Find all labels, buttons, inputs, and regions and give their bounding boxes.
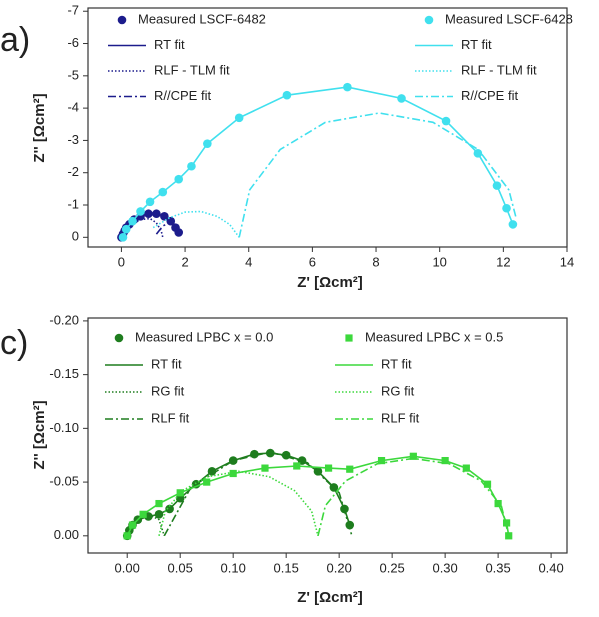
legend-label: Measured LSCF-6428 <box>445 11 573 26</box>
y-tick-label: -3 <box>67 132 79 147</box>
fit-line <box>317 457 510 536</box>
marker <box>123 532 131 540</box>
legend-label: RT fit <box>151 356 182 371</box>
x-tick-label: 0.10 <box>221 560 246 575</box>
x-tick-label: 4 <box>245 254 252 269</box>
y-tick-label: -0.15 <box>49 366 79 381</box>
y-tick-label: -0.05 <box>49 474 79 489</box>
y-tick-label: -1 <box>67 196 79 211</box>
fit-line <box>155 221 180 235</box>
legend-label: RG fit <box>151 383 185 398</box>
x-tick-label: 8 <box>372 254 379 269</box>
y-tick-label: -2 <box>67 164 79 179</box>
legend-swatch <box>424 15 434 25</box>
y-tick-label: 0.00 <box>54 527 79 542</box>
fit-line <box>158 470 319 537</box>
plot-frame <box>87 7 568 248</box>
y-tick-label: 0 <box>72 229 79 244</box>
legend-label: RT fit <box>461 37 492 52</box>
x-tick-label: 0.00 <box>115 560 140 575</box>
x-tick-label: 0.35 <box>485 560 510 575</box>
panel-label: c) <box>0 324 28 362</box>
y-tick-label: -7 <box>67 3 79 18</box>
y-axis-title: Z'' [Ωcm²] <box>31 93 48 162</box>
x-axis-title: Z' [Ωcm²] <box>297 274 363 291</box>
y-tick-label: -0.10 <box>49 420 79 435</box>
legend-label: Measured LPBC x = 0.0 <box>135 329 273 344</box>
fit-line <box>163 451 353 537</box>
legend-label: Measured LSCF-6482 <box>138 11 266 26</box>
fit-line <box>152 210 240 238</box>
legend-label: RLF - TLM fit <box>461 62 537 77</box>
legend-swatch <box>345 334 353 342</box>
legend-label: R//CPE fit <box>154 88 211 103</box>
y-tick-label: -0.20 <box>49 312 79 327</box>
marker <box>505 532 513 540</box>
legend-label: RT fit <box>154 37 185 52</box>
x-tick-label: 12 <box>496 254 510 269</box>
x-tick-label: 0.15 <box>274 560 299 575</box>
fit-line <box>126 452 351 537</box>
legend-swatch <box>114 333 124 343</box>
marker <box>118 233 128 242</box>
y-axis-title: Z'' [Ωcm²] <box>31 400 48 469</box>
plot-frame <box>87 317 568 554</box>
legend-label: Measured LPBC x = 0.5 <box>365 329 503 344</box>
legend-label: R//CPE fit <box>461 88 518 103</box>
x-tick-label: 10 <box>432 254 446 269</box>
panel-label: a) <box>0 21 30 59</box>
x-tick-label: 0.40 <box>538 560 563 575</box>
legend-label: RT fit <box>381 356 412 371</box>
x-tick-label: 0.30 <box>432 560 457 575</box>
fit-line <box>122 86 514 238</box>
y-tick-label: -4 <box>67 100 79 115</box>
fit-line <box>238 112 517 238</box>
x-tick-label: 14 <box>560 254 574 269</box>
x-tick-label: 0.20 <box>327 560 352 575</box>
legend-label: RG fit <box>381 383 415 398</box>
y-tick-label: -6 <box>67 35 79 50</box>
legend-swatch <box>117 15 127 25</box>
x-tick-label: 6 <box>309 254 316 269</box>
x-axis-title: Z' [Ωcm²] <box>297 589 363 606</box>
legend-label: RLF fit <box>151 410 190 425</box>
x-tick-label: 0.25 <box>379 560 404 575</box>
x-tick-label: 0 <box>118 254 125 269</box>
x-tick-label: 0.05 <box>168 560 193 575</box>
x-tick-label: 2 <box>181 254 188 269</box>
legend-label: RLF fit <box>381 410 420 425</box>
legend-label: RLF - TLM fit <box>154 62 230 77</box>
fit-line <box>126 455 510 537</box>
y-tick-label: -5 <box>67 67 79 82</box>
